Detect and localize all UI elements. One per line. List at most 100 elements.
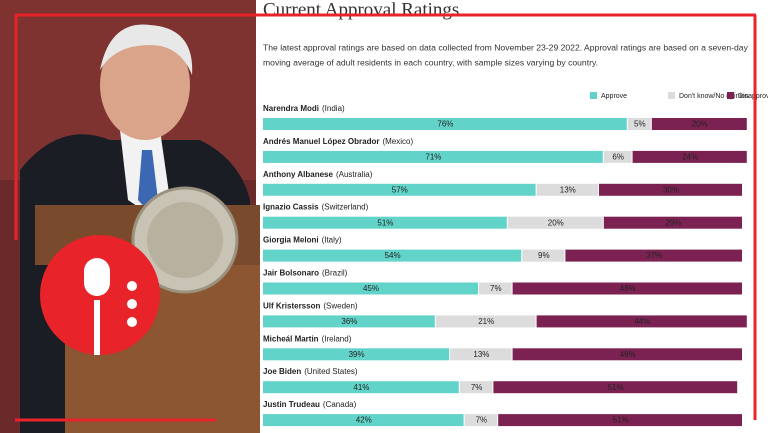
bar-segment bbox=[536, 183, 598, 196]
value-label: 6% bbox=[612, 153, 624, 162]
value-label: 42% bbox=[356, 416, 372, 425]
chart-title: Current Approval Ratings bbox=[263, 0, 459, 20]
value-label: 41% bbox=[353, 383, 369, 392]
value-label: 44% bbox=[634, 317, 650, 326]
bar-segment bbox=[263, 249, 522, 262]
bar-segment bbox=[263, 315, 435, 328]
bar-segment bbox=[263, 216, 507, 229]
bar-segment bbox=[263, 348, 450, 361]
category-label: Justin Trudeau (Canada) bbox=[263, 400, 357, 409]
bar-segment bbox=[263, 282, 478, 295]
country: (Mexico) bbox=[382, 137, 413, 146]
legend-label: Approve bbox=[601, 93, 627, 100]
country: (Canada) bbox=[323, 400, 357, 409]
country: (Sweden) bbox=[323, 302, 358, 311]
country: (United States) bbox=[304, 367, 358, 376]
bar-segment bbox=[263, 381, 459, 394]
leader-name: Anthony Albanese bbox=[263, 170, 333, 179]
bar-segment bbox=[565, 249, 742, 262]
bar-segment bbox=[627, 118, 651, 130]
value-label: 51% bbox=[377, 218, 393, 227]
value-label: 51% bbox=[613, 416, 629, 425]
subtitle: The latest approval ratings are based on… bbox=[263, 42, 749, 52]
bar-segment bbox=[651, 118, 747, 130]
value-label: 36% bbox=[341, 317, 357, 326]
bar-segment bbox=[522, 249, 565, 262]
value-label: 29% bbox=[665, 218, 681, 227]
bar-segment bbox=[459, 381, 493, 394]
bar-segment bbox=[512, 348, 742, 361]
country: (Australia) bbox=[336, 170, 373, 179]
mic-head bbox=[84, 258, 110, 296]
dot bbox=[127, 317, 137, 327]
country: (Switzerland) bbox=[322, 203, 369, 212]
value-label: 39% bbox=[349, 350, 365, 359]
leader-name: Giorgia Meloni bbox=[263, 236, 319, 245]
bar-segment bbox=[536, 315, 747, 328]
leader-name: Joe Biden bbox=[263, 367, 301, 376]
category-label: Joe Biden (United States) bbox=[263, 367, 358, 376]
bar-segment bbox=[450, 348, 512, 361]
bar-segment bbox=[603, 150, 632, 163]
value-label: 21% bbox=[478, 317, 494, 326]
value-label: 76% bbox=[437, 120, 453, 129]
value-label: 54% bbox=[385, 251, 401, 260]
bar-segment bbox=[263, 150, 603, 163]
leader-name: Andrés Manuel López Obrador bbox=[263, 137, 379, 146]
category-label: Giorgia Meloni (Italy) bbox=[263, 236, 342, 245]
value-label: 20% bbox=[548, 218, 564, 227]
value-label: 30% bbox=[663, 185, 679, 194]
value-label: 5% bbox=[634, 120, 646, 129]
frame bbox=[14, 13, 757, 422]
bar-segment bbox=[263, 414, 464, 427]
bar-segment bbox=[464, 414, 498, 427]
category-label: Narendra Modi (India) bbox=[263, 104, 345, 113]
hair bbox=[100, 24, 193, 75]
face bbox=[100, 30, 190, 140]
category-label: Andrés Manuel López Obrador (Mexico) bbox=[263, 137, 413, 146]
legend-label: Don't know/No opinion bbox=[679, 93, 749, 100]
bar-segment bbox=[263, 183, 536, 196]
leader-name: Ulf Kristersson bbox=[263, 302, 320, 311]
mic-stem bbox=[94, 300, 100, 355]
value-label: 13% bbox=[560, 185, 576, 194]
leader-name: Justin Trudeau bbox=[263, 400, 320, 409]
country: (India) bbox=[322, 104, 345, 113]
category-label: Jair Bolsonaro (Brazil) bbox=[263, 269, 348, 278]
bar-segment bbox=[632, 150, 747, 163]
value-label: 51% bbox=[608, 383, 624, 392]
seal-inner bbox=[147, 202, 223, 278]
bar-segment bbox=[603, 216, 742, 229]
bar-segment bbox=[479, 282, 512, 295]
value-label: 7% bbox=[471, 383, 483, 392]
value-label: 45% bbox=[363, 284, 379, 293]
subtitle: moving average of adult residents in eac… bbox=[263, 57, 598, 67]
legend-swatch bbox=[668, 92, 675, 99]
bar-segment bbox=[263, 118, 627, 130]
category-label: Micheál Martin (Ireland) bbox=[263, 334, 352, 343]
value-label: 9% bbox=[538, 251, 550, 260]
value-label: 71% bbox=[425, 153, 441, 162]
legend-label: Disapprove bbox=[738, 93, 768, 100]
leader-name: Jair Bolsonaro bbox=[263, 269, 319, 278]
leader-name: Narendra Modi bbox=[263, 104, 319, 113]
country: (Ireland) bbox=[322, 334, 352, 343]
dot bbox=[127, 299, 137, 309]
country: (Italy) bbox=[322, 236, 342, 245]
country: (Brazil) bbox=[322, 269, 348, 278]
value-label: 37% bbox=[646, 251, 662, 260]
value-label: 48% bbox=[620, 350, 636, 359]
category-label: Ignazio Cassis (Switzerland) bbox=[263, 203, 369, 212]
bar-segment bbox=[498, 414, 742, 427]
value-label: 48% bbox=[620, 284, 636, 293]
value-label: 7% bbox=[476, 416, 488, 425]
value-label: 24% bbox=[682, 153, 698, 162]
value-label: 57% bbox=[392, 185, 408, 194]
bar-segment bbox=[493, 381, 738, 394]
category-label: Anthony Albanese (Australia) bbox=[263, 170, 373, 179]
bar-segment bbox=[599, 183, 742, 196]
dot bbox=[127, 281, 137, 291]
leader-name: Micheál Martin bbox=[263, 334, 319, 343]
value-label: 7% bbox=[490, 284, 502, 293]
